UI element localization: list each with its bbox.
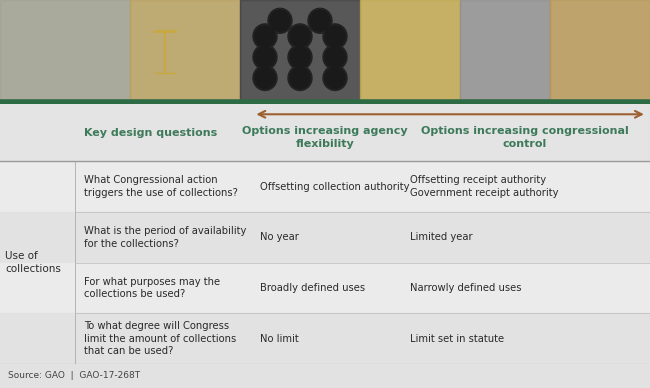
Text: What is the period of availability
for the collections?: What is the period of availability for t…	[84, 226, 247, 249]
Text: Options increasing congressional
control: Options increasing congressional control	[421, 126, 629, 149]
Circle shape	[268, 8, 292, 33]
Text: To what degree will Congress
limit the amount of collections
that can be used?: To what degree will Congress limit the a…	[84, 321, 237, 357]
Text: Broadly defined uses: Broadly defined uses	[260, 283, 365, 293]
Text: Offsetting receipt authority
Government receipt authority: Offsetting receipt authority Government …	[410, 175, 558, 198]
Text: No year: No year	[260, 232, 299, 242]
Circle shape	[288, 45, 312, 70]
Circle shape	[325, 68, 345, 88]
Text: Use of
collections: Use of collections	[5, 251, 61, 274]
Circle shape	[325, 26, 345, 47]
Text: Options increasing agency
flexibility: Options increasing agency flexibility	[242, 126, 408, 149]
Circle shape	[288, 66, 312, 90]
Circle shape	[323, 24, 347, 49]
Circle shape	[288, 24, 312, 49]
Bar	[130, 0, 240, 104]
Text: Source: GAO  |  GAO-17-268T: Source: GAO | GAO-17-268T	[8, 371, 140, 381]
Bar	[550, 0, 650, 104]
Bar	[360, 0, 460, 104]
Bar	[0, 313, 650, 364]
Circle shape	[308, 8, 332, 33]
Text: Key design questions: Key design questions	[84, 128, 218, 138]
Text: What Congressional action
triggers the use of collections?: What Congressional action triggers the u…	[84, 175, 239, 198]
Circle shape	[323, 45, 347, 70]
Text: Offsetting collection authority: Offsetting collection authority	[260, 182, 410, 192]
Text: For what purposes may the
collections be used?: For what purposes may the collections be…	[84, 277, 220, 299]
Bar	[240, 0, 360, 104]
Text: Limit set in statute: Limit set in statute	[410, 334, 504, 344]
Circle shape	[253, 24, 277, 49]
Bar	[0, 263, 650, 313]
Circle shape	[310, 10, 330, 31]
Bar	[460, 0, 550, 104]
Bar	[0, 161, 650, 212]
Circle shape	[255, 68, 275, 88]
Circle shape	[290, 68, 310, 88]
Circle shape	[253, 66, 277, 90]
Bar	[0, 0, 130, 104]
Circle shape	[290, 26, 310, 47]
Text: Narrowly defined uses: Narrowly defined uses	[410, 283, 521, 293]
Circle shape	[325, 47, 345, 68]
Bar	[0, 104, 650, 161]
Circle shape	[290, 47, 310, 68]
Text: Limited year: Limited year	[410, 232, 472, 242]
Circle shape	[270, 10, 290, 31]
Circle shape	[255, 26, 275, 47]
Circle shape	[323, 66, 347, 90]
Bar	[0, 212, 650, 263]
Circle shape	[253, 45, 277, 70]
Text: No limit: No limit	[260, 334, 299, 344]
Circle shape	[255, 47, 275, 68]
